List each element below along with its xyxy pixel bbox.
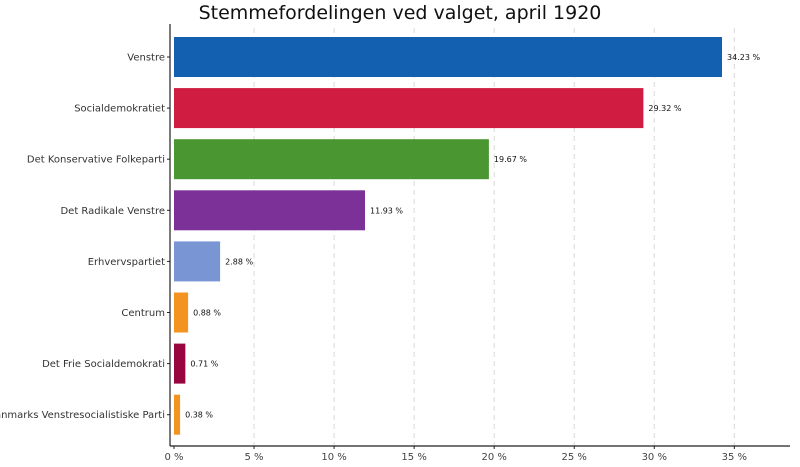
value-label-3: 11.93 % (370, 206, 403, 215)
category-label-7: Danmarks Venstresocialistiske Parti (0, 410, 165, 421)
category-label-2: Det Konservative Folkeparti (27, 155, 165, 166)
x-tick-label-5: 5 % (245, 452, 264, 463)
bar-2 (174, 139, 489, 180)
value-label-0: 34.23 % (727, 53, 760, 62)
category-label-3: Det Radikale Venstre (60, 206, 165, 217)
value-label-5: 0.88 % (193, 309, 221, 318)
category-label-1: Socialdemokratiet (74, 104, 165, 115)
x-tick-label-30: 30 % (642, 452, 667, 463)
bar-0 (174, 37, 722, 77)
value-label-1: 29.32 % (648, 104, 681, 113)
x-tick-label-0: 0 % (164, 452, 183, 463)
value-label-2: 19.67 % (494, 155, 527, 164)
category-label-0: Venstre (127, 53, 165, 64)
bar-3 (174, 190, 365, 231)
bar-1 (174, 88, 644, 129)
x-tick-label-20: 20 % (481, 452, 506, 463)
bar-7 (174, 394, 181, 435)
category-label-4: Erhvervspartiet (88, 257, 165, 268)
category-label-6: Det Frie Socialdemokrati (42, 359, 165, 370)
bar-4 (174, 241, 221, 282)
bar-5 (174, 292, 189, 333)
x-tick-label-25: 25 % (562, 452, 587, 463)
value-label-6: 0.71 % (190, 360, 218, 369)
category-label-5: Centrum (121, 308, 165, 319)
bar-6 (174, 343, 186, 384)
value-label-4: 2.88 % (225, 257, 253, 266)
x-tick-label-15: 15 % (401, 452, 426, 463)
chart-title: Stemmefordelingen ved valget, april 1920 (198, 2, 602, 24)
x-tick-label-10: 10 % (321, 452, 346, 463)
value-label-7: 0.38 % (185, 411, 213, 420)
x-tick-label-35: 35 % (722, 452, 747, 463)
